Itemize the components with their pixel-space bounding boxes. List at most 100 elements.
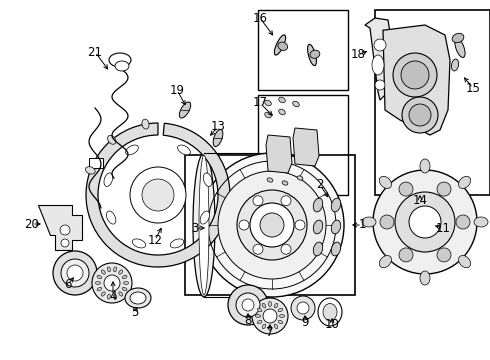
Circle shape [401, 61, 429, 89]
Circle shape [399, 248, 413, 262]
Text: 9: 9 [301, 315, 309, 328]
Ellipse shape [199, 155, 209, 295]
Circle shape [260, 213, 284, 237]
Ellipse shape [257, 320, 262, 324]
Text: 8: 8 [245, 314, 252, 327]
Ellipse shape [379, 256, 392, 268]
Circle shape [409, 206, 441, 238]
Ellipse shape [420, 159, 430, 173]
Text: 11: 11 [436, 221, 450, 234]
Text: 21: 21 [88, 45, 102, 58]
Circle shape [297, 302, 309, 314]
Circle shape [375, 80, 385, 90]
Ellipse shape [122, 275, 127, 279]
Ellipse shape [331, 220, 341, 234]
Ellipse shape [255, 315, 261, 318]
Ellipse shape [451, 59, 459, 71]
Wedge shape [86, 123, 230, 267]
Ellipse shape [269, 325, 271, 330]
Ellipse shape [274, 324, 278, 329]
Ellipse shape [96, 282, 100, 284]
Ellipse shape [119, 270, 122, 274]
Text: 2: 2 [316, 179, 324, 192]
Circle shape [218, 171, 326, 279]
Ellipse shape [107, 267, 110, 272]
Text: 19: 19 [170, 84, 185, 96]
Ellipse shape [323, 303, 337, 320]
Circle shape [67, 265, 83, 281]
Ellipse shape [265, 112, 271, 118]
Circle shape [437, 248, 451, 262]
Ellipse shape [125, 288, 151, 308]
Ellipse shape [279, 97, 285, 103]
Ellipse shape [200, 211, 210, 224]
Circle shape [281, 244, 291, 254]
Bar [375, 10, 490, 195]
Polygon shape [266, 135, 292, 173]
Ellipse shape [279, 109, 285, 115]
Circle shape [236, 293, 260, 317]
Text: 14: 14 [413, 194, 427, 207]
Ellipse shape [331, 198, 341, 212]
Circle shape [53, 251, 97, 295]
Circle shape [380, 215, 394, 229]
Circle shape [291, 296, 315, 320]
Ellipse shape [308, 44, 317, 66]
Ellipse shape [265, 100, 271, 106]
Ellipse shape [313, 198, 323, 212]
Circle shape [250, 203, 294, 247]
Polygon shape [383, 25, 450, 135]
Circle shape [295, 220, 305, 230]
Circle shape [402, 97, 438, 133]
Ellipse shape [313, 242, 323, 256]
Ellipse shape [282, 181, 288, 185]
Circle shape [242, 299, 254, 311]
Bar [258, 10, 348, 90]
Ellipse shape [267, 178, 273, 182]
Ellipse shape [104, 173, 113, 186]
Circle shape [253, 196, 263, 206]
Ellipse shape [142, 119, 149, 129]
Text: 12: 12 [147, 234, 163, 247]
Ellipse shape [372, 55, 384, 75]
Ellipse shape [313, 220, 323, 234]
Ellipse shape [274, 35, 286, 55]
Text: 16: 16 [252, 12, 268, 24]
Ellipse shape [279, 315, 285, 318]
Circle shape [200, 153, 344, 297]
Polygon shape [38, 205, 82, 250]
Circle shape [393, 53, 437, 97]
Circle shape [263, 309, 277, 323]
Polygon shape [365, 18, 392, 100]
Circle shape [237, 190, 307, 260]
Ellipse shape [452, 33, 464, 43]
Ellipse shape [213, 130, 223, 147]
Ellipse shape [97, 287, 102, 291]
Ellipse shape [297, 176, 303, 180]
Ellipse shape [274, 303, 278, 308]
Ellipse shape [278, 308, 283, 312]
Text: 17: 17 [252, 96, 268, 109]
Ellipse shape [362, 217, 376, 227]
Text: 18: 18 [350, 49, 366, 62]
Ellipse shape [318, 298, 342, 326]
Ellipse shape [177, 145, 191, 155]
Ellipse shape [97, 275, 102, 279]
Ellipse shape [101, 292, 105, 296]
Bar [258, 95, 348, 195]
Circle shape [92, 263, 132, 303]
Text: 15: 15 [466, 81, 480, 94]
Ellipse shape [379, 176, 392, 189]
Ellipse shape [114, 294, 117, 299]
Text: 5: 5 [131, 306, 139, 320]
Circle shape [239, 220, 249, 230]
Ellipse shape [293, 101, 299, 107]
Ellipse shape [310, 50, 320, 58]
Circle shape [281, 196, 291, 206]
Bar [89, 158, 103, 168]
Ellipse shape [179, 102, 191, 118]
Ellipse shape [132, 239, 146, 248]
Ellipse shape [114, 267, 117, 272]
Ellipse shape [262, 303, 266, 308]
Ellipse shape [262, 324, 266, 329]
